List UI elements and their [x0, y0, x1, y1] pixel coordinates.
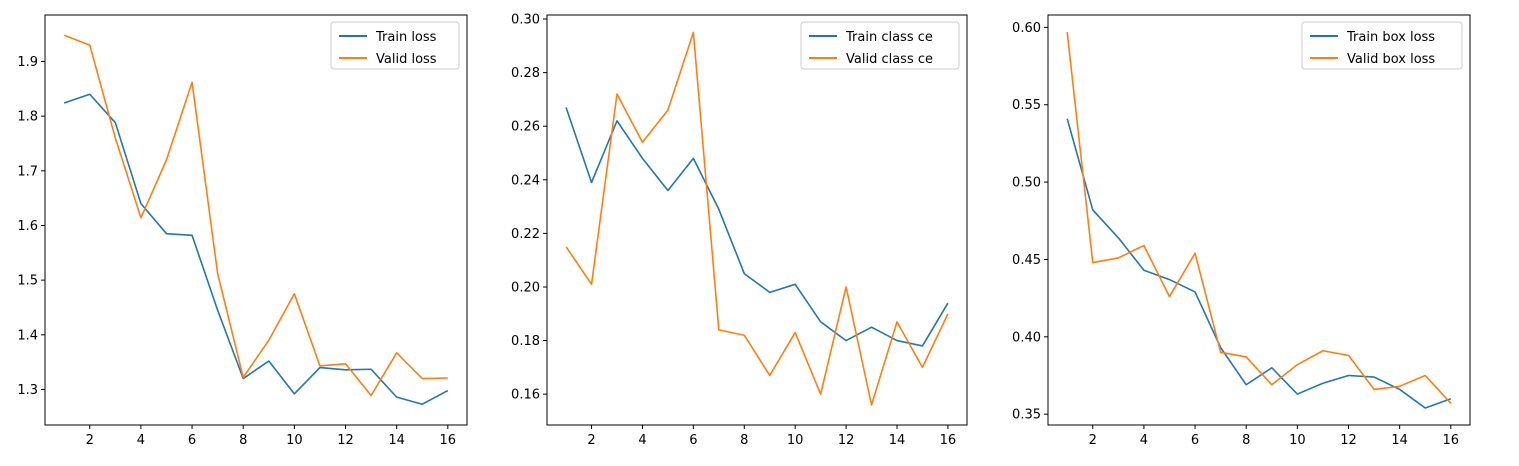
y-tick-label: 0.16: [511, 388, 540, 403]
x-tick-label: 8: [239, 433, 247, 448]
x-tick-label: 12: [337, 433, 354, 448]
box-loss-chart: 2 4 6 8 10 12 14 16 0.35 0.40 0.45 0.50 0.55 0.60 Trai…: [1012, 14, 1471, 448]
y-tick-label: 0.28: [511, 66, 540, 81]
legend: Train box loss Valid box loss: [1301, 21, 1463, 70]
y-tick-label: 1.4: [17, 328, 38, 343]
axes-frame: [44, 14, 468, 426]
y-tick-label: 0.30: [511, 13, 540, 28]
x-tick-label: 10: [1289, 433, 1306, 448]
series-line-train: [1066, 118, 1452, 409]
series-line-train: [63, 93, 449, 406]
legend: Train class ce Valid class ce: [800, 21, 960, 70]
legend: Train loss Valid loss: [330, 21, 460, 70]
x-tick-label: 6: [1191, 433, 1199, 448]
y-tick-label: 0.60: [1012, 21, 1041, 36]
x-tick-label: 10: [787, 433, 804, 448]
legend-label: Train class ce: [845, 30, 933, 45]
y-tick-label: 0.20: [511, 280, 540, 295]
y-tick-label: 1.3: [17, 383, 38, 398]
y-tick-label: 1.5: [17, 274, 38, 289]
y-tick-label: 0.50: [1012, 176, 1041, 191]
series-line-valid: [565, 31, 949, 406]
y-tick-label: 0.22: [511, 227, 540, 242]
legend-label: Train box loss: [1346, 30, 1435, 45]
x-tick-label: 10: [286, 433, 303, 448]
y-tick-label: 1.6: [17, 219, 38, 234]
y-tick-label: 0.45: [1012, 253, 1041, 268]
y-tick-label: 1.9: [17, 55, 38, 70]
y-tick-label: 0.26: [511, 120, 540, 135]
x-tick-label: 14: [1391, 433, 1408, 448]
series-line-valid: [63, 34, 448, 397]
legend-label: Valid class ce: [846, 52, 933, 67]
legend-label: Train loss: [375, 30, 437, 45]
x-tick-label: 8: [740, 433, 748, 448]
x-tick-label: 6: [188, 433, 196, 448]
y-tick-label: 0.35: [1012, 408, 1041, 423]
y-tick-label: 1.7: [17, 164, 38, 179]
x-tick-label: 14: [388, 433, 405, 448]
x-tick-label: 12: [838, 433, 855, 448]
loss-chart: 2 4 6 8 10 12 14 16 1.3 1.4 1.5 1.6 1.7 1.8 1.9 Train l…: [17, 14, 468, 448]
class-ce-chart: 2 4 6 8 10 12 14 16 0.16 0.18 0.20 0.22 0.24 0.26 0.28…: [511, 13, 968, 448]
x-tick-label: 16: [440, 433, 457, 448]
y-tick-label: 0.55: [1012, 98, 1041, 113]
x-tick-label: 12: [1340, 433, 1357, 448]
x-tick-label: 2: [587, 433, 595, 448]
y-tick-label: 1.8: [17, 110, 38, 125]
x-tick-label: 16: [940, 433, 957, 448]
axes-frame: [546, 14, 968, 426]
x-tick-label: 8: [1242, 433, 1250, 448]
y-tick-label: 0.24: [511, 173, 540, 188]
series-line-train: [565, 107, 949, 347]
x-tick-label: 14: [889, 433, 906, 448]
x-tick-label: 16: [1443, 433, 1460, 448]
legend-label: Valid box loss: [1347, 52, 1435, 67]
legend-box: [1301, 21, 1463, 70]
y-tick-label: 0.18: [511, 334, 540, 349]
x-tick-label: 4: [137, 433, 145, 448]
legend-box: [800, 21, 960, 70]
x-tick-label: 6: [689, 433, 697, 448]
axes-frame: [1047, 14, 1471, 426]
legend-label: Valid loss: [376, 52, 437, 67]
x-tick-label: 2: [1089, 433, 1097, 448]
y-tick-label: 0.40: [1012, 330, 1041, 345]
series-line-valid: [1066, 31, 1452, 404]
x-tick-label: 4: [1140, 433, 1148, 448]
x-tick-label: 4: [638, 433, 646, 448]
x-tick-label: 2: [86, 433, 94, 448]
